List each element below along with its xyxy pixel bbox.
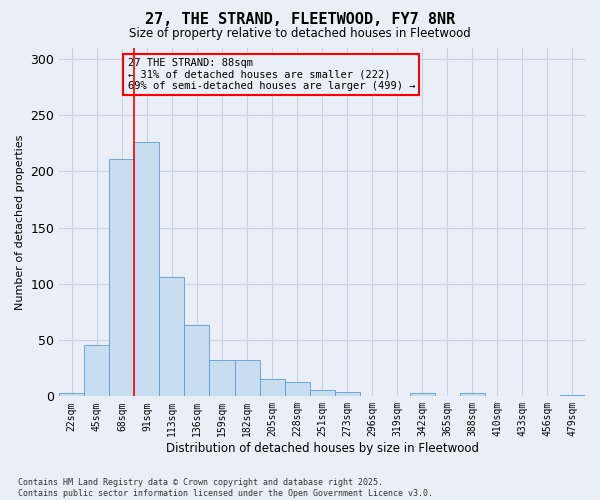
Text: 27, THE STRAND, FLEETWOOD, FY7 8NR: 27, THE STRAND, FLEETWOOD, FY7 8NR	[145, 12, 455, 28]
Bar	[209, 360, 235, 396]
Bar	[410, 393, 435, 396]
Bar	[335, 392, 359, 396]
Text: Size of property relative to detached houses in Fleetwood: Size of property relative to detached ho…	[129, 28, 471, 40]
Bar	[560, 395, 585, 396]
Bar	[460, 393, 485, 396]
Text: 27 THE STRAND: 88sqm
← 31% of detached houses are smaller (222)
69% of semi-deta: 27 THE STRAND: 88sqm ← 31% of detached h…	[128, 58, 415, 91]
Bar	[235, 360, 260, 396]
Bar	[85, 344, 109, 397]
Bar	[109, 159, 134, 396]
Bar	[160, 277, 184, 396]
X-axis label: Distribution of detached houses by size in Fleetwood: Distribution of detached houses by size …	[166, 442, 479, 455]
Bar	[134, 142, 160, 397]
Y-axis label: Number of detached properties: Number of detached properties	[15, 134, 25, 310]
Bar	[284, 382, 310, 396]
Bar	[310, 390, 335, 396]
Text: Contains HM Land Registry data © Crown copyright and database right 2025.
Contai: Contains HM Land Registry data © Crown c…	[18, 478, 433, 498]
Bar	[59, 393, 85, 396]
Bar	[184, 326, 209, 396]
Bar	[260, 380, 284, 396]
